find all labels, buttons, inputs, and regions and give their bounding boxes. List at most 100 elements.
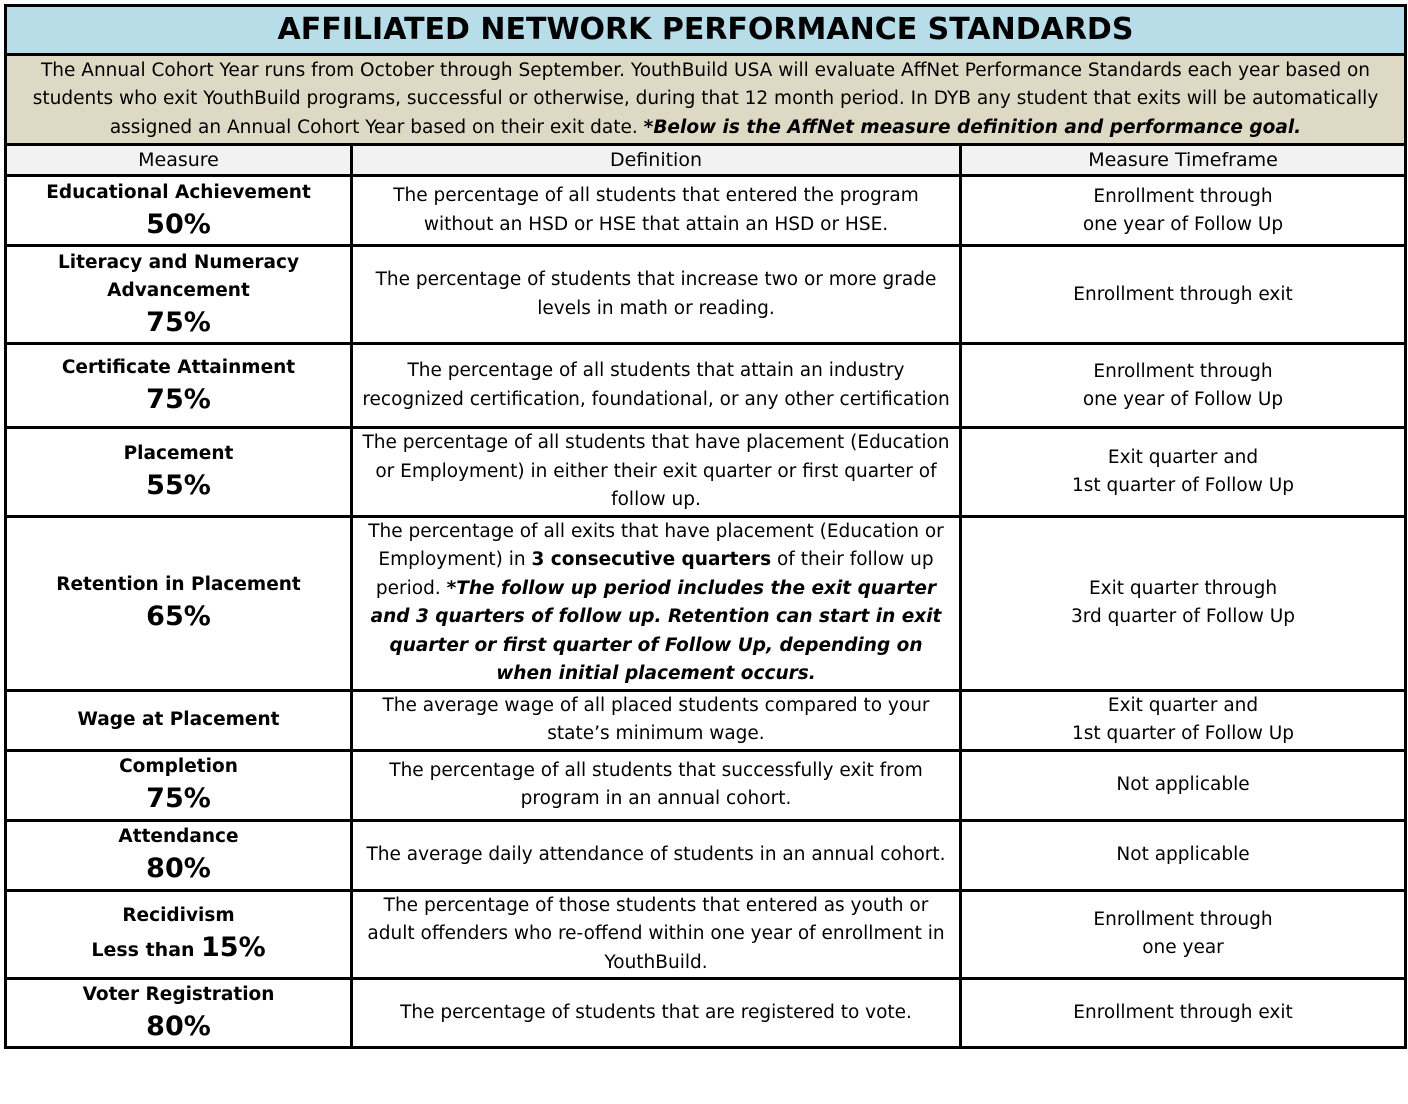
goal-line: 65% [15,599,342,635]
definition-cell: The percentage of all students that ente… [350,174,962,247]
timeframe-line: Enrollment through exit [1073,1002,1293,1023]
column-header: Measure [4,143,353,177]
goal-line: 75% [15,382,342,418]
timeframe-line: Exit quarter and [1107,695,1259,716]
table-row: Completion 75% The percentage of all stude… [4,748,1408,822]
timeframe-line: 1st quarter of Follow Up [1072,474,1294,496]
goal-line: 80% [15,851,342,887]
measure-cell: Recidivism Less than 15% [4,888,353,980]
text-run: The average wage of all placed students … [382,694,930,745]
text-run: *The follow up period includes the exit … [370,577,942,685]
text-run: 3 consecutive quarters [531,549,772,570]
timeframe-line: Enrollment through [1093,909,1273,931]
timeframe-cell: Enrollment through one year of Follow Up [958,174,1408,247]
goal-line: 75% [15,305,342,341]
goal: 50% [146,208,211,240]
text-run: of their follow up period. [375,549,934,599]
goal: 55% [146,469,211,501]
text-run: The percentage of those students that en… [367,894,945,973]
measure-cell: Literacy and Numeracy Advancement 75% [4,244,353,345]
text-run: The percentage of students that increase… [375,269,937,319]
measure-cell: Placement 55% [4,426,353,518]
text-run: The percentage of all students that atta… [362,360,950,410]
text-run: *Below is the AffNet measure definition … [643,116,1302,138]
measure-name: Literacy and Numeracy Advancement [57,251,300,301]
goal: 75% [146,383,211,415]
timeframe-line: 3rd quarter of Follow Up [1070,606,1296,627]
table-row: Recidivism Less than 15% The percentage of… [4,888,1408,980]
measure-name: Voter Registration [82,984,275,1005]
timeframe-line: one year of Follow Up [1082,213,1284,235]
table-row: Attendance 80% The average daily attendanc… [4,818,1408,892]
timeframe-line: one year of Follow Up [1082,388,1284,410]
goal-line: Less than 15% [15,930,342,966]
definition-cell: The percentage of students that are regi… [350,977,962,1049]
measure-cell: Attendance 80% [4,818,353,892]
measure-cell: Completion 75% [4,748,353,822]
table-row: Certificate Attainment 75% The percentage … [4,342,1408,429]
timeframe-line: Not applicable [1116,774,1250,795]
definition-cell: The average daily attendance of students… [350,818,962,892]
text-run: The percentage of all students that have… [362,432,950,510]
table-row: Wage at Placement The average wage of all… [4,688,1408,752]
timeframe-cell: Not applicable [958,748,1408,822]
goal: 80% [146,1011,211,1042]
table-row: Voter Registration 80% The percentage of s… [4,977,1408,1049]
measure-name: Recidivism [122,905,235,927]
goal-line: 80% [15,1009,342,1045]
timeframe-cell: Enrollment through one year [958,888,1408,980]
table-row: Placement 55% The percentage of all studen… [4,426,1408,518]
measure-cell: Educational Achievement 50% [4,174,353,247]
standards-table: AFFILIATED NETWORK PERFORMANCE STANDARDS… [3,4,1408,1049]
table-row: Educational Achievement 50% The percentage… [4,174,1408,247]
definition-cell: The percentage of students that increase… [350,244,962,345]
column-header: Measure Timeframe [958,143,1408,177]
timeframe-line: Enrollment through [1093,360,1273,382]
timeframe-line: Exit quarter and [1107,446,1259,468]
timeframe-cell: Enrollment through exit [958,977,1408,1049]
timeframe-cell: Exit quarter and 1st quarter of Follow Up [958,688,1408,752]
definition-cell: The percentage of those students that en… [350,888,962,980]
timeframe-line: 1st quarter of Follow Up [1072,723,1294,744]
goal-prefix: Less than [91,939,195,962]
text-run: The percentage of all exits that have pl… [368,520,944,571]
text-run: The percentage of all students that succ… [389,759,923,810]
text-run: The percentage of students that are regi… [400,1001,912,1023]
timeframe-cell: Enrollment through one year of Follow Up [958,342,1408,429]
definition-cell: The percentage of all students that atta… [350,342,962,429]
timeframe-cell: Exit quarter through 3rd quarter of Follo… [958,514,1408,692]
definition-cell: The percentage of all students that succ… [350,748,962,822]
measure-cell: Voter Registration 80% [4,977,353,1049]
measure-cell: Retention in Placement 65% [4,514,353,692]
definition-cell: The average wage of all placed students … [350,688,962,752]
text-run: The average daily attendance of students… [366,843,946,865]
text-run: The Annual Cohort Year runs from October… [32,59,1379,138]
timeframe-line: Enrollment through exit [1073,283,1293,305]
timeframe-line: one year [1142,937,1224,959]
goal-line: 50% [15,207,342,243]
measure-name: Placement [123,442,234,464]
goal: 75% [146,306,211,338]
timeframe-line: Not applicable [1116,844,1250,865]
table-row: Retention in Placement 65% The percentage … [4,514,1408,692]
measure-name: Wage at Placement [77,709,280,730]
goal: 15% [201,932,266,964]
timeframe-line: Enrollment through [1093,185,1273,207]
definition-cell: The percentage of all students that have… [350,426,962,518]
measure-name: Completion [119,756,238,777]
measure-cell: Certificate Attainment 75% [4,342,353,429]
text-run: The percentage of all students that ente… [393,185,919,235]
goal: 80% [146,853,211,884]
goal-line: 55% [15,468,342,504]
intro: The Annual Cohort Year runs from October… [3,53,1408,146]
measure-cell: Wage at Placement [4,688,353,752]
timeframe-line: Exit quarter through [1088,578,1278,599]
goal-line: 75% [15,781,342,817]
measure-name: Certificate Attainment [61,356,296,378]
measure-name: Retention in Placement [56,574,301,595]
title: AFFILIATED NETWORK PERFORMANCE STANDARDS [3,4,1408,56]
timeframe-cell: Exit quarter and 1st quarter of Follow Up [958,426,1408,518]
column-header: Definition [350,143,962,177]
measure-name: Attendance [118,826,239,847]
